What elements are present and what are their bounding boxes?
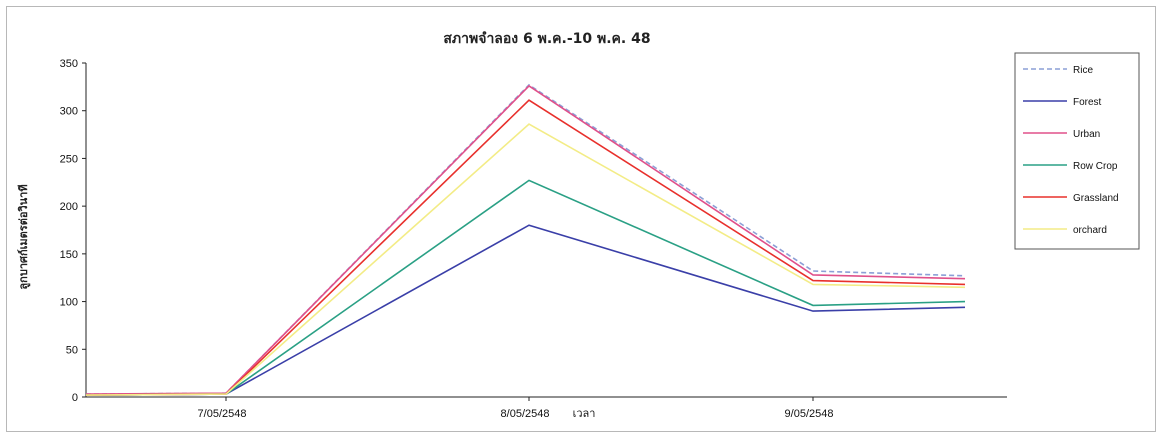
series-lines	[85, 83, 966, 396]
series-line-orchard	[85, 123, 966, 396]
line-chart: สภาพจำลอง 6 พ.ค.-10 พ.ค. 48 ลูกบาศก์เมตร…	[17, 31, 1140, 420]
legend-label: Forest	[1073, 97, 1102, 108]
series-line-forest	[85, 224, 966, 396]
y-tick-label: 50	[66, 344, 78, 356]
legend-label: Urban	[1073, 129, 1100, 140]
y-tick-label: 0	[72, 392, 78, 404]
y-tick-label: 350	[60, 58, 78, 70]
legend-label: Rice	[1073, 65, 1093, 76]
legend: Rice Forest Urban Row Crop Grassland orchard	[1014, 52, 1140, 250]
series-line-rice	[85, 83, 966, 395]
series-line-grassland	[85, 99, 966, 396]
x-tick-label: 9/05/2548	[785, 408, 834, 420]
y-tick-label: 200	[60, 201, 78, 213]
series-line-row-crop	[85, 179, 966, 396]
series-line-urban	[85, 84, 966, 395]
x-tick-label: 8/05/2548	[501, 408, 550, 420]
legend-label: Row Crop	[1073, 161, 1118, 172]
legend-label: orchard	[1073, 225, 1107, 236]
legend-label: Grassland	[1073, 193, 1119, 204]
y-tick-label: 300	[60, 106, 78, 118]
x-tick-label: 7/05/2548	[198, 408, 247, 420]
y-tick-label: 100	[60, 297, 78, 309]
chart-title: สภาพจำลอง 6 พ.ค.-10 พ.ค. 48	[443, 31, 650, 47]
y-tick-label: 250	[60, 153, 78, 165]
chart-frame: สภาพจำลอง 6 พ.ค.-10 พ.ค. 48 ลูกบาศก์เมตร…	[6, 6, 1156, 432]
axes: 0 50 100 150 200 250 300 350 7/05/2548 8/05/2548 9…	[60, 58, 1007, 420]
legend-box	[1014, 52, 1140, 250]
y-axis-label: ลูกบาศก์เมตรต่อวินาที	[17, 184, 31, 289]
x-axis-label: เวลา	[573, 408, 596, 420]
y-tick-label: 150	[60, 249, 78, 261]
